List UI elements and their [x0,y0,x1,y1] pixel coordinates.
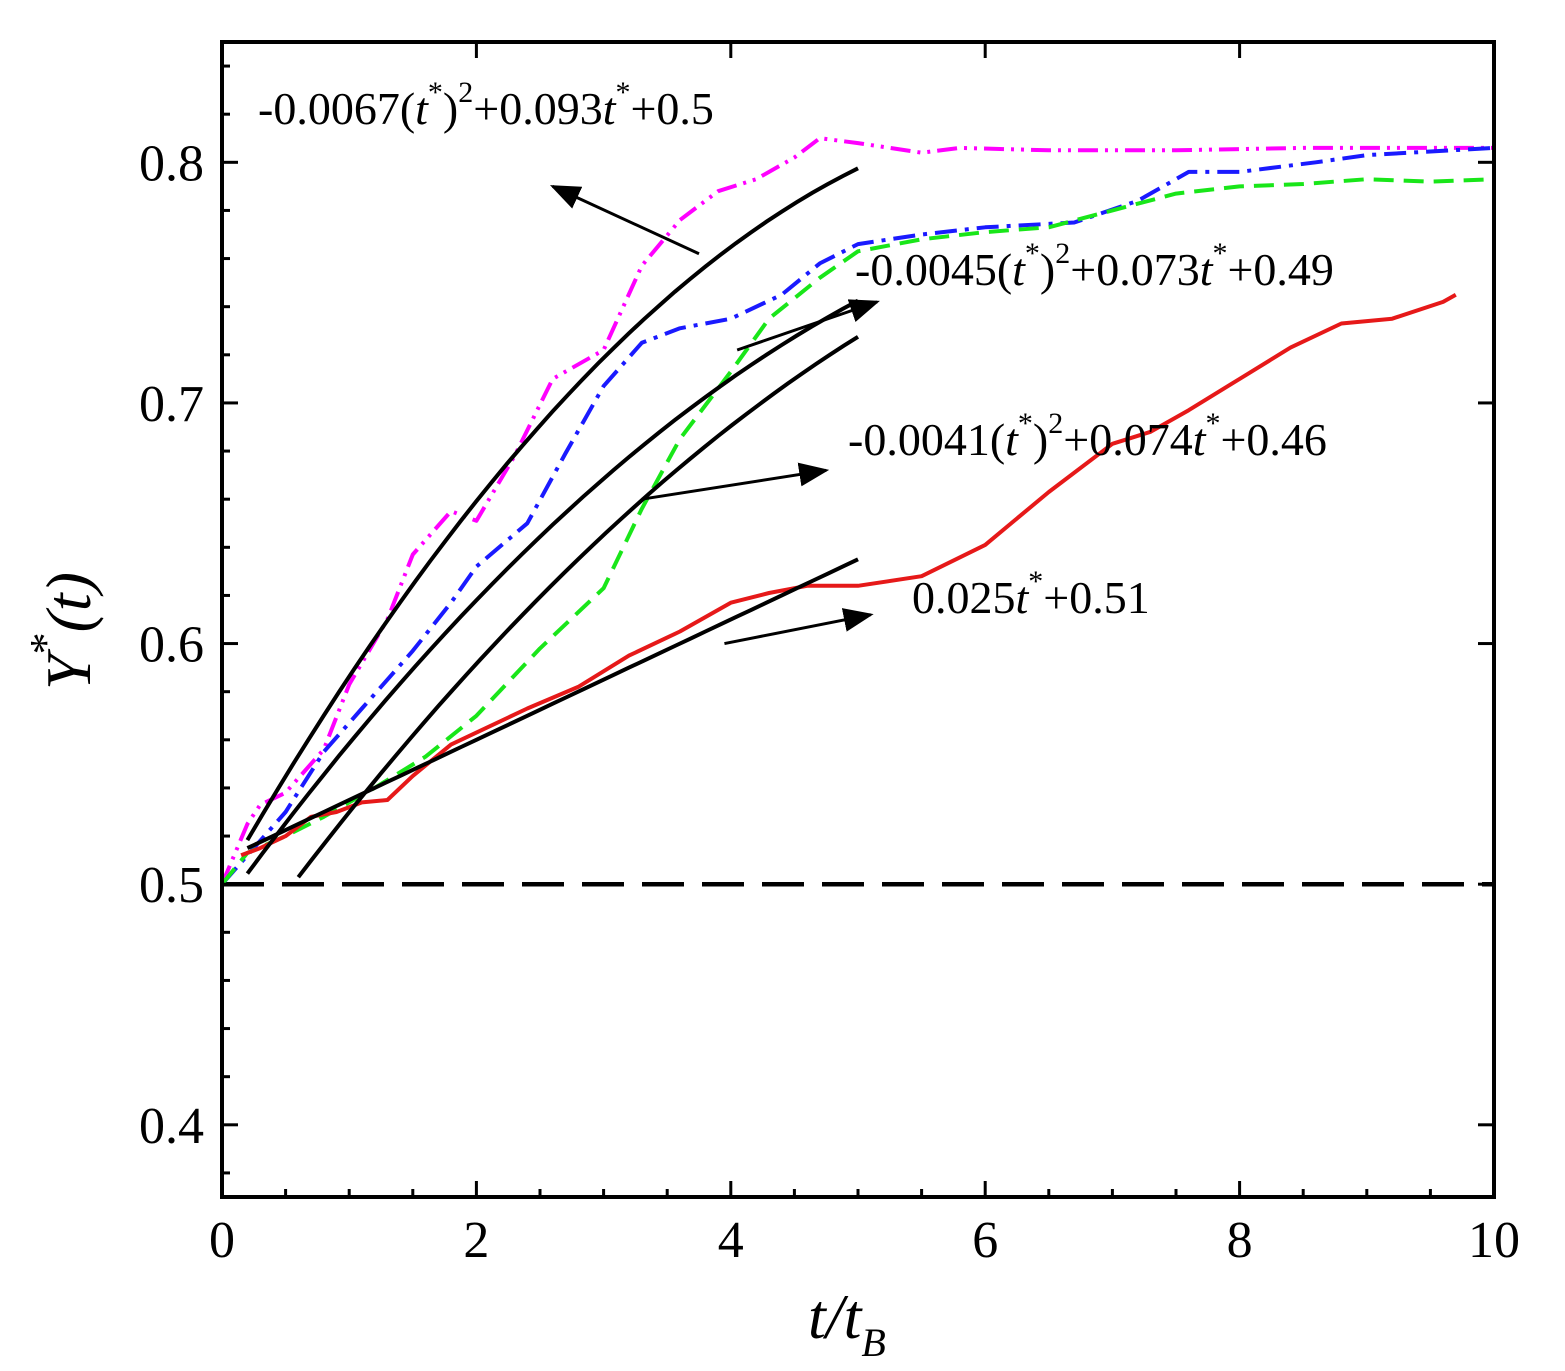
annotation-layer: -0.0067(t*)2+0.093t*+0.5 -0.0045(t*)2+0.… [258,76,1334,623]
y-axis-title: Y*(t) [21,572,104,690]
fit-curve-4 [246,557,859,850]
fit-layer [245,166,860,879]
y-tick-label: 0.7 [139,376,204,433]
x-tick-label: 4 [718,1212,744,1269]
x-tick-label: 0 [209,1212,235,1269]
x-tick-label: 2 [463,1212,489,1269]
y-tick-label: 0.4 [139,1098,204,1155]
y-tick-label: 0.5 [139,857,204,914]
y-tick-label: 0.8 [139,135,204,192]
arrow-fit2 [736,299,880,352]
x-tick-label: 6 [972,1212,998,1269]
x-tick-label: 8 [1227,1212,1253,1269]
tick-layer: 0 2 4 6 8 10 0.4 0.5 0.6 0.7 0.8 [139,42,1520,1269]
series-red [240,292,1457,858]
fit-curve-2 [245,298,859,875]
annotation-fit3: -0.0041(t*)2+0.074t*+0.46 [848,407,1327,465]
annotation-fit2: -0.0045(t*)2+0.073t*+0.49 [855,237,1334,295]
plot-frame [220,40,1496,1199]
arrow-layer [549,185,880,646]
fit-curve-1 [245,166,859,842]
series-blue [222,145,1494,886]
x-tick-label: 10 [1468,1212,1520,1269]
arrow-fit3 [641,462,830,501]
annotation-fit4: 0.025t*+0.51 [912,565,1150,623]
fit-curve-3 [296,335,860,879]
arrow-fit1 [549,185,700,256]
x-axis-title: t/tB [808,1281,886,1365]
y-tick-label: 0.6 [139,617,204,674]
series-magenta [222,136,1494,885]
annotation-fit1: -0.0067(t*)2+0.093t*+0.5 [258,76,714,134]
arrow-fit4 [724,608,874,646]
